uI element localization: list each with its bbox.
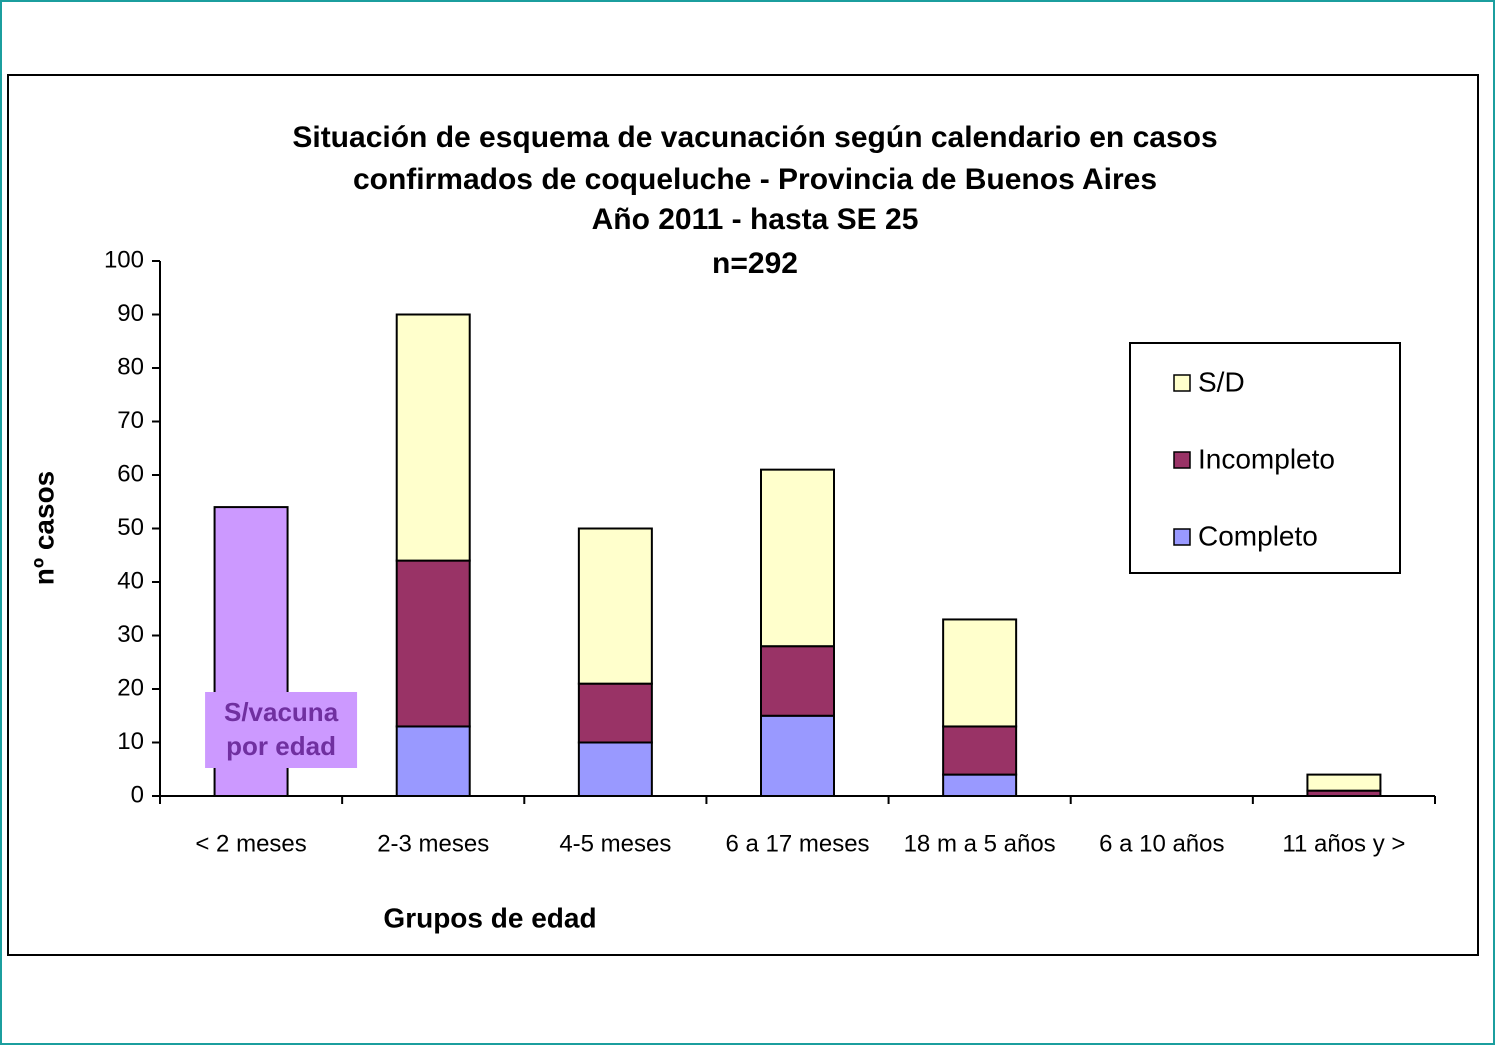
y-tick-label: 10 xyxy=(117,728,144,755)
bar-segment xyxy=(942,618,1018,728)
annotation: por edad xyxy=(226,731,336,761)
x-tick-label: 2-3 meses xyxy=(377,830,489,857)
bar-segment xyxy=(760,468,835,648)
legend-swatch xyxy=(1173,451,1191,469)
bar-segment xyxy=(577,741,653,797)
bar-segment xyxy=(1306,773,1382,792)
bar-segment xyxy=(577,527,653,685)
x-tick-label: 18 m a 5 años xyxy=(904,830,1056,857)
x-tick-label: 11 años y > xyxy=(1282,830,1405,857)
y-tick-label: 60 xyxy=(117,460,144,487)
bar-segment xyxy=(760,645,835,717)
annotation: S/vacuna xyxy=(224,697,339,727)
x-tick-label: < 2 meses xyxy=(195,830,306,857)
bar-segment xyxy=(942,773,1018,797)
y-tick-label: 50 xyxy=(117,514,144,541)
x-tick-label: 6 a 10 años xyxy=(1099,830,1224,857)
y-tick-label: 80 xyxy=(117,353,144,380)
x-axis-label: Grupos de edad xyxy=(383,902,596,933)
legend-swatch xyxy=(1173,374,1191,392)
x-tick-label: 4-5 meses xyxy=(559,830,671,857)
legend-label: Incompleto xyxy=(1198,443,1335,474)
y-tick-label: 30 xyxy=(117,621,144,648)
x-tick-label: 6 a 17 meses xyxy=(725,830,869,857)
y-tick-label: 40 xyxy=(117,567,144,594)
legend-label: Completo xyxy=(1198,520,1318,551)
bar-segment xyxy=(395,559,471,728)
y-tick-label: 100 xyxy=(104,246,144,273)
annotation-box xyxy=(205,691,358,768)
bar-segment xyxy=(395,313,471,562)
y-axis-label: nº casos xyxy=(28,471,59,586)
chart-subtitle: n=292 xyxy=(712,247,798,280)
bar-segment xyxy=(395,725,471,798)
bar-segment xyxy=(577,682,653,744)
bar-segment xyxy=(760,714,835,797)
y-tick-label: 90 xyxy=(117,300,144,327)
y-tick-label: 70 xyxy=(117,407,144,434)
legend-swatch xyxy=(1173,528,1191,546)
y-tick-label: 20 xyxy=(117,674,144,701)
legend-label: S/D xyxy=(1198,366,1245,397)
bar-segment xyxy=(942,725,1018,776)
chart-title: Año 2011 - hasta SE 25 xyxy=(592,203,919,236)
y-tick-label: 0 xyxy=(131,781,144,808)
chart-title: confirmados de coqueluche - Provincia de… xyxy=(353,163,1157,196)
chart-title: Situación de esquema de vacunación según… xyxy=(292,121,1217,154)
